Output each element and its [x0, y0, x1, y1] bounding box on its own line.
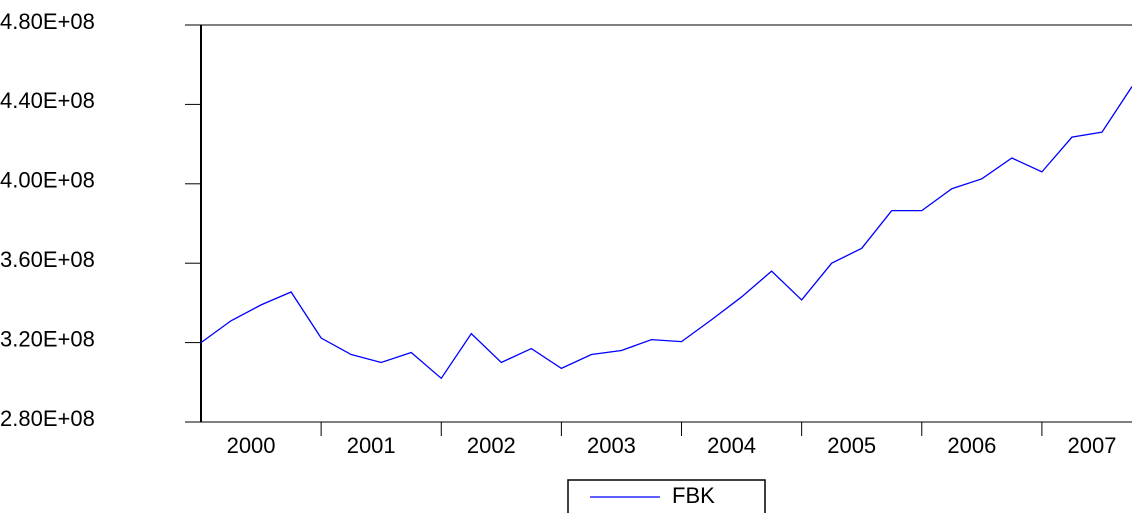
- x-tick-label: 2004: [707, 433, 756, 458]
- x-tick-label: 2000: [227, 433, 276, 458]
- y-tick-label: 4.00E+08: [0, 168, 95, 193]
- y-tick-label: 4.80E+08: [0, 9, 95, 34]
- x-tick-label: 2005: [827, 433, 876, 458]
- x-tick-label: 2002: [467, 433, 516, 458]
- y-tick-label: 4.40E+08: [0, 88, 95, 113]
- x-tick-label: 2006: [947, 433, 996, 458]
- y-tick-label: 2.80E+08: [0, 406, 95, 431]
- legend-label: FBK: [672, 483, 715, 508]
- data-line: [200, 86, 1132, 380]
- y-tick-label: 3.60E+08: [0, 247, 95, 272]
- x-tick-label: 2001: [347, 433, 396, 458]
- x-tick-label: 2003: [587, 433, 636, 458]
- y-tick-label: 3.20E+08: [0, 326, 95, 351]
- x-tick-label: 2007: [1067, 433, 1116, 458]
